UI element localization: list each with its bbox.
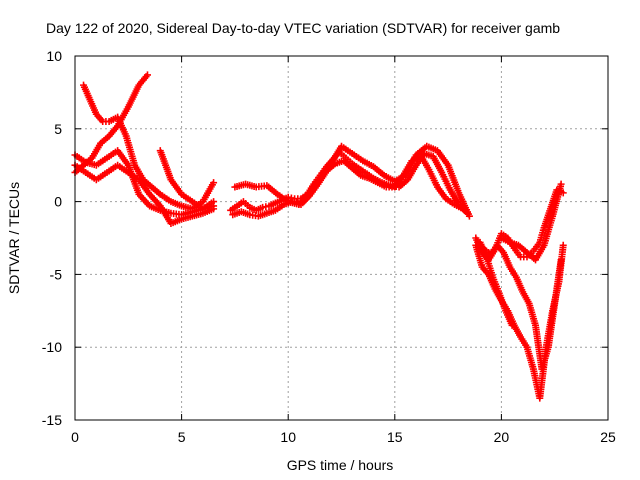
series-track-13 [497, 180, 565, 264]
x-tick-label: 20 [494, 429, 510, 445]
data-point [557, 180, 565, 188]
data-point [210, 202, 218, 210]
y-tick-label: 10 [46, 48, 62, 64]
x-tick-label: 0 [71, 429, 79, 445]
data-point [559, 241, 567, 249]
x-tick-labels: 0 5 10 15 20 25 [71, 429, 616, 445]
chart-title: Day 122 of 2020, Sidereal Day-to-day VTE… [46, 20, 560, 36]
x-tick-label: 15 [387, 429, 403, 445]
data-point [210, 179, 218, 187]
x-tick-label: 10 [280, 429, 296, 445]
series-track-8 [229, 151, 467, 220]
data-point [465, 212, 473, 220]
y-tick-label: 5 [54, 121, 62, 137]
series-track-3 [80, 81, 218, 213]
data-point [143, 71, 151, 79]
series-track-5 [156, 147, 218, 213]
x-tick-label: 5 [178, 429, 186, 445]
y-tick-labels: -15 -10 -5 0 5 10 [42, 48, 62, 428]
y-tick-label: -10 [42, 339, 62, 355]
y-tick-label: -15 [42, 412, 62, 428]
x-axis-label: GPS time / hours [287, 457, 394, 473]
y-tick-label: -5 [50, 266, 63, 282]
axis-ticks [74, 55, 609, 421]
series-track-12 [476, 238, 516, 329]
series-track-4 [71, 161, 218, 227]
data-point [557, 256, 565, 264]
data-point [508, 321, 516, 329]
y-tick-label: 0 [54, 194, 62, 210]
data-points [71, 71, 567, 402]
y-axis-label: SDTVAR / TECUs [6, 182, 22, 294]
data-point [459, 205, 467, 213]
x-tick-label: 25 [600, 429, 616, 445]
plot-frame [74, 55, 609, 421]
